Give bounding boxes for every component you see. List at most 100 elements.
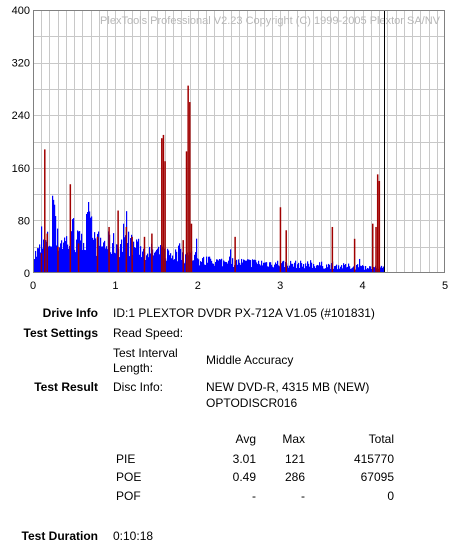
- pie-bar: [35, 250, 37, 273]
- pie-bar: [141, 257, 143, 273]
- poe-spike: [285, 230, 287, 273]
- pie-bar: [301, 263, 303, 273]
- pie-bar: [83, 242, 85, 273]
- header-max: Max: [282, 432, 305, 446]
- pie-bar: [317, 264, 319, 273]
- pie-bar: [311, 262, 313, 273]
- pie-bar: [222, 266, 224, 273]
- pie-bar: [74, 249, 76, 273]
- pie-bar: [363, 266, 365, 273]
- pie-bar: [291, 263, 293, 273]
- pie-bar: [158, 246, 160, 273]
- drive-info-label: Drive Info: [42, 306, 98, 320]
- pie-bar: [149, 246, 151, 273]
- pie-bar: [127, 243, 129, 273]
- pie-bar: [259, 264, 261, 273]
- pie-bar: [367, 267, 369, 273]
- pie-bar: [333, 268, 335, 273]
- pie-bar: [318, 265, 320, 273]
- pie-bar: [72, 219, 74, 273]
- pie-bar: [172, 255, 174, 273]
- header-avg: Avg: [235, 432, 256, 446]
- pie-bar: [383, 266, 385, 273]
- poe-spike: [376, 174, 379, 273]
- pie-bar: [243, 259, 245, 273]
- pie-bar: [263, 262, 265, 273]
- pie-bar: [75, 252, 77, 273]
- pie-bar: [133, 241, 135, 273]
- pie-bar: [42, 248, 44, 273]
- pie-bar: [207, 262, 209, 273]
- pie-bar: [294, 262, 296, 273]
- pie-bar: [302, 266, 304, 273]
- pie-bar: [143, 248, 145, 273]
- pie-bar: [265, 262, 267, 273]
- row-pie-total: 415770: [353, 452, 394, 466]
- pie-bar: [145, 259, 147, 273]
- pie-bar: [202, 258, 204, 273]
- pie-bar: [322, 266, 324, 273]
- pie-bar: [115, 253, 117, 273]
- pie-bar: [147, 253, 149, 273]
- pie-bar: [371, 269, 373, 273]
- pie-bar: [162, 246, 164, 273]
- pie-bar: [323, 268, 325, 273]
- pie-bar: [221, 258, 223, 273]
- poe-spike: [44, 149, 46, 273]
- pie-bar: [90, 217, 92, 273]
- poe-spike: [117, 210, 119, 273]
- pie-bar: [374, 267, 376, 273]
- pie-bar: [355, 269, 357, 273]
- pie-bar: [342, 268, 344, 273]
- row-pof-name: POF: [116, 489, 141, 503]
- pie-bar: [52, 195, 54, 273]
- pie-bar: [180, 248, 182, 273]
- pie-bar: [357, 264, 359, 273]
- y-tick-label: 0: [24, 268, 30, 280]
- pie-bar: [112, 243, 114, 273]
- pie-bar: [91, 216, 93, 273]
- x-tick-label: 5: [442, 280, 448, 292]
- poe-spike: [40, 253, 43, 273]
- pie-bar: [129, 256, 131, 273]
- disc-info-value-line1: NEW DVD-R, 4315 MB (NEW): [206, 380, 370, 394]
- pie-bar: [270, 262, 272, 273]
- pie-bar: [345, 263, 347, 273]
- pie-series: [33, 195, 385, 273]
- pie-bar: [99, 245, 101, 273]
- pie-bar: [128, 231, 130, 273]
- pie-bar: [65, 241, 67, 273]
- pie-bar: [119, 257, 121, 273]
- pie-bar: [276, 264, 278, 273]
- pie-bar: [215, 261, 217, 273]
- pie-bar: [107, 249, 109, 273]
- row-pie-avg: 3.01: [232, 452, 256, 466]
- pie-bar: [373, 266, 375, 273]
- pie-bar: [120, 244, 122, 273]
- plot-border: [33, 10, 445, 273]
- pie-bar: [216, 259, 218, 273]
- row-pie-name: PIE: [116, 452, 136, 466]
- pie-bar: [361, 266, 363, 273]
- pie-bar: [178, 245, 180, 273]
- interval-label-line2: Length:: [113, 361, 154, 375]
- poe-spike: [234, 236, 236, 273]
- pie-bar: [212, 263, 214, 273]
- pie-bar: [104, 240, 106, 273]
- pie-bar: [40, 252, 42, 273]
- pie-bar: [337, 269, 339, 273]
- pie-bar: [105, 248, 107, 273]
- pie-bar: [298, 262, 300, 273]
- pie-bar: [111, 253, 113, 273]
- pie-bar: [73, 218, 75, 273]
- pie-bar: [341, 265, 343, 273]
- pie-bar: [255, 260, 257, 273]
- pie-bar: [55, 216, 57, 273]
- poe-spike: [375, 226, 377, 273]
- test-settings-label: Test Settings: [23, 326, 98, 340]
- poe-spike: [46, 233, 49, 273]
- pie-bar: [173, 259, 175, 273]
- pie-bar: [194, 254, 196, 273]
- y-axis-ticks: 400 320 240 160 80 0: [12, 5, 30, 280]
- pie-bar: [307, 261, 309, 273]
